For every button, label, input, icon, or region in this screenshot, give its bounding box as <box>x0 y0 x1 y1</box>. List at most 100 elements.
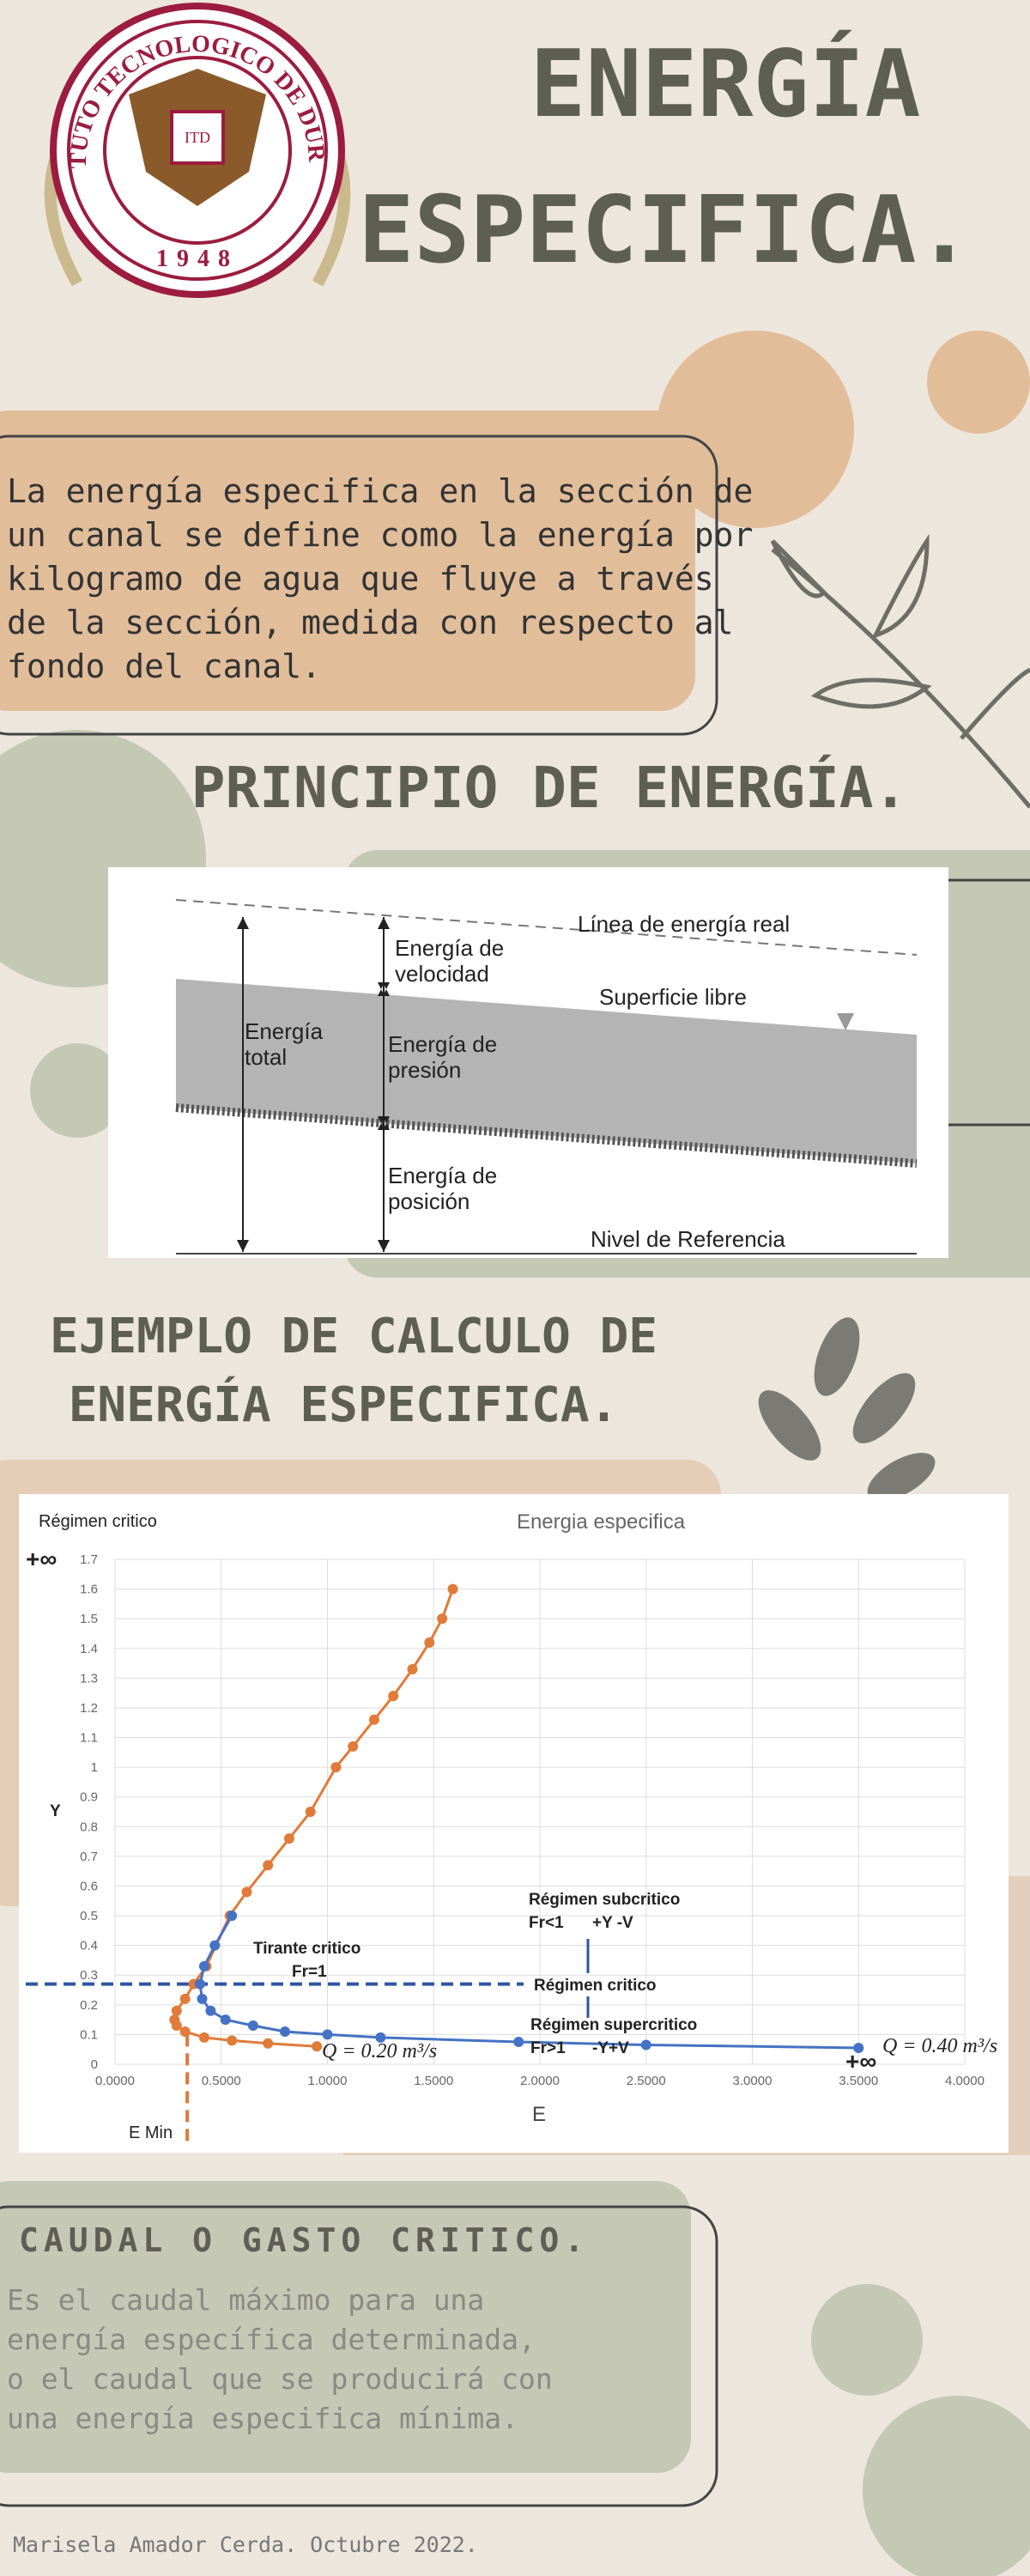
diagram-label: Superficie libre <box>599 984 747 1010</box>
chart-text: Y <box>50 1802 61 1820</box>
data-point <box>179 2026 191 2037</box>
intro-line: un canal se define como la energía por <box>7 516 753 554</box>
logo-mark: ITD <box>185 129 210 146</box>
diagram-label: Energía de <box>388 1031 497 1057</box>
data-point <box>195 1978 205 1990</box>
intro-line: fondo del canal. <box>7 647 321 685</box>
chart-text: Energia especifica <box>517 1510 686 1534</box>
chart-text: Q = 0.40 m³/s <box>882 2035 997 2057</box>
section-title: ENERGÍA ESPECIFICA. <box>69 1377 619 1433</box>
section-title: CAUDAL O GASTO CRITICO. <box>19 2221 589 2259</box>
data-point <box>209 1940 221 1951</box>
x-tick-label: 2.5000 <box>627 2074 666 2088</box>
x-tick-label: 1.0000 <box>308 2074 348 2088</box>
data-point <box>169 2014 180 2026</box>
caudal-line: o el caudal que se producirá con <box>7 2362 553 2396</box>
x-tick-label: 4.0000 <box>945 2074 985 2088</box>
y-tick-label: 0.2 <box>80 1998 98 2013</box>
x-tick-label: 3.0000 <box>733 2074 772 2088</box>
intro-line: La energía especifica en la sección de <box>7 472 753 510</box>
data-point <box>247 2020 258 2032</box>
chart-text: Tirante critico <box>253 1940 360 1958</box>
data-point <box>312 2041 323 2052</box>
y-tick-label: 1.3 <box>80 1671 98 1686</box>
chart-text: +∞ <box>845 2048 876 2075</box>
diagram-label: presión <box>388 1057 461 1083</box>
data-point <box>280 2026 290 2037</box>
y-tick-label: 1.7 <box>80 1552 98 1567</box>
x-tick-label: 1.5000 <box>414 2074 453 2088</box>
chart-text: Fr=1 <box>292 1963 327 1981</box>
x-tick-label: 0.0000 <box>95 2074 135 2088</box>
diagram-label: Línea de energía real <box>578 911 790 937</box>
y-tick-label: 0 <box>91 2057 98 2072</box>
y-tick-label: 0.8 <box>80 1820 98 1834</box>
intro-box <box>0 410 695 711</box>
intro-text: La energía especifica en la sección de un… <box>7 472 753 685</box>
y-tick-label: 0.4 <box>80 1939 98 1953</box>
caudal-text: Es el caudal máximo para una energía espe… <box>7 2283 553 2435</box>
deco-circle <box>30 1043 124 1138</box>
caudal-line: energía específica determinada, <box>7 2323 536 2356</box>
data-point <box>220 2014 231 2026</box>
data-point <box>513 2037 524 2048</box>
data-point <box>447 1583 458 1595</box>
data-point <box>227 2035 238 2046</box>
data-point <box>437 1613 448 1625</box>
diagram-label: Energía <box>245 1018 324 1044</box>
section-title: EJEMPLO DE CALCULO DE <box>50 1309 657 1364</box>
data-point <box>283 1833 294 1844</box>
y-tick-label: 0.7 <box>80 1850 98 1864</box>
diagram-drawing <box>175 899 918 1255</box>
data-point <box>322 2029 333 2040</box>
y-tick-label: 0.3 <box>80 1968 98 1983</box>
chart-text: Q = 0.20 m³/s <box>322 2040 437 2063</box>
diagram-label: Energía de <box>395 935 504 961</box>
diagram-label: Energía de <box>388 1163 497 1188</box>
deco-circle <box>657 331 854 528</box>
chart-text: Régimen critico <box>534 1977 657 1995</box>
deco-circle <box>927 331 1030 434</box>
leaf-branch <box>758 1317 936 1501</box>
title: ESPECIFICA. <box>358 177 972 284</box>
data-point <box>305 1807 316 1817</box>
data-point <box>227 1911 238 1922</box>
chart-text: +∞ <box>26 1546 57 1572</box>
chart-text: Régimen supercritico <box>530 2016 697 2034</box>
leaf-branch <box>770 533 1030 809</box>
data-point <box>424 1637 435 1648</box>
y-tick-label: 0.9 <box>80 1790 98 1805</box>
y-tick-label: 0.1 <box>80 2027 98 2042</box>
chart-text: E Min <box>129 2123 173 2142</box>
data-point <box>198 1960 209 1971</box>
y-tick-label: 1.5 <box>80 1612 98 1626</box>
y-tick-label: 1.1 <box>80 1731 98 1746</box>
chart-text: +Y -V <box>592 1914 633 1932</box>
chart-text: Fr>1 <box>530 2039 566 2057</box>
diagram-label: Nivel de Referencia <box>591 1226 785 1252</box>
title: ENERGÍA <box>530 29 920 138</box>
caudal-line: Es el caudal máximo para una <box>7 2283 484 2317</box>
caudal-box <box>0 2181 691 2473</box>
y-tick-label: 0.6 <box>80 1879 98 1893</box>
x-tick-label: 0.5000 <box>202 2074 241 2088</box>
data-point <box>330 1762 342 1773</box>
y-tick-label: 1 <box>91 1760 98 1775</box>
chart-text: E <box>532 2103 546 2126</box>
y-tick-label: 1.6 <box>80 1583 98 1597</box>
data-point <box>197 1993 208 2004</box>
data-point <box>198 2032 209 2043</box>
data-point <box>263 1860 274 1871</box>
y-tick-label: 1.4 <box>80 1642 98 1656</box>
data-point <box>241 1886 252 1898</box>
data-point <box>348 1741 359 1752</box>
intro-line: de la sección, medida con respecto al <box>7 604 733 641</box>
data-point <box>375 2032 386 2043</box>
chart-text: Fr<1 <box>529 1914 564 1932</box>
logo-year: 1948 <box>156 246 239 272</box>
y-tick-label: 0.5 <box>80 1909 98 1923</box>
data-point <box>368 1714 379 1725</box>
data-point <box>263 2038 274 2049</box>
intro-outline <box>0 434 718 736</box>
